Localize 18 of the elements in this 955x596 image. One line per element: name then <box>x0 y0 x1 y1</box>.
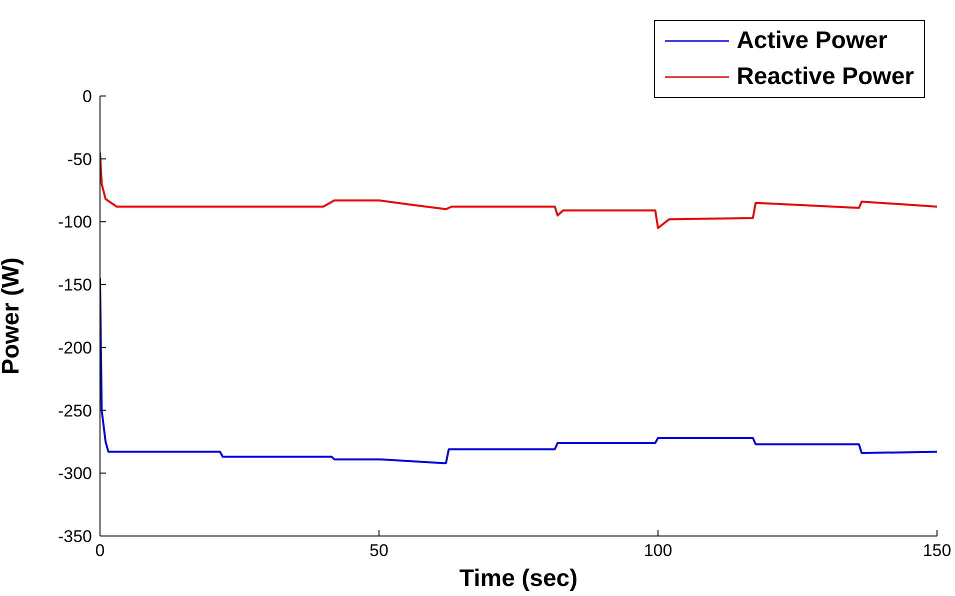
x-tick-label: 150 <box>922 541 952 560</box>
x-tick-label: 100 <box>644 541 672 560</box>
x-tick-label: 0 <box>95 541 105 560</box>
line-series <box>100 277 937 464</box>
x-tick-label: 50 <box>370 541 388 560</box>
legend-label: Active Power <box>736 26 888 56</box>
y-tick-label: -250 <box>58 401 92 420</box>
x-axis-title: Time (sec) <box>459 565 578 592</box>
line-series <box>100 152 937 229</box>
y-tick-label: -200 <box>58 338 92 358</box>
y-tick-label: -150 <box>58 276 92 295</box>
y-axis-title: Power (W) <box>0 257 25 375</box>
y-tick-label: -50 <box>67 150 92 169</box>
legend-label: Reactive Power <box>736 62 914 92</box>
y-tick-label: -300 <box>58 464 92 484</box>
y-tick-label: -350 <box>58 527 92 546</box>
y-tick-label: 0 <box>82 87 92 106</box>
y-tick-label: -100 <box>58 212 92 232</box>
